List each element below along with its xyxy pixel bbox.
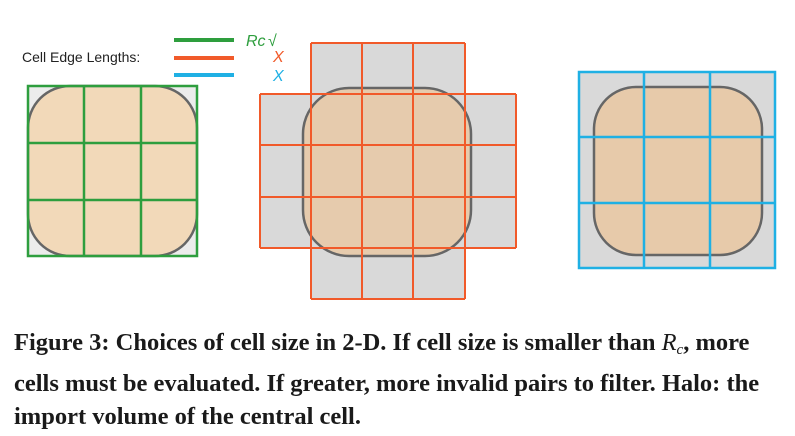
cell-grid-smaller xyxy=(259,42,517,300)
caption-text-2: , more cells must be evaluated. If great… xyxy=(14,329,760,430)
import-volume xyxy=(592,85,764,257)
figure-caption: Figure 3: Choices of cell size in 2-D. I… xyxy=(14,326,784,433)
import-volume xyxy=(301,86,473,258)
legend-check-icon: √ xyxy=(268,33,277,50)
caption-symbol: R xyxy=(661,329,677,356)
import-volume xyxy=(26,84,199,258)
cell-grid-larger xyxy=(577,70,777,270)
panel-larger-cell-size xyxy=(577,70,777,270)
panel-smaller-cell-size xyxy=(259,42,517,300)
panel-equal-cell-size xyxy=(26,84,199,258)
legend-label-rc: Rc xyxy=(246,33,266,50)
caption-label: Figure 3: xyxy=(14,329,110,356)
legend-cross-icon-smaller: X xyxy=(272,49,285,66)
legend-title: Cell Edge Lengths: xyxy=(22,49,140,65)
legend-cross-icon-larger: X xyxy=(272,68,285,85)
cell-size-figure: Cell Edge Lengths: Rc √ X X xyxy=(22,33,777,300)
cell-grid-equal xyxy=(26,84,199,258)
legend: Cell Edge Lengths: Rc √ X X xyxy=(22,33,285,85)
caption-text-1: Choices of cell size in 2-D. If cell siz… xyxy=(109,329,662,356)
caption-symbol-subscript: c xyxy=(676,342,684,358)
